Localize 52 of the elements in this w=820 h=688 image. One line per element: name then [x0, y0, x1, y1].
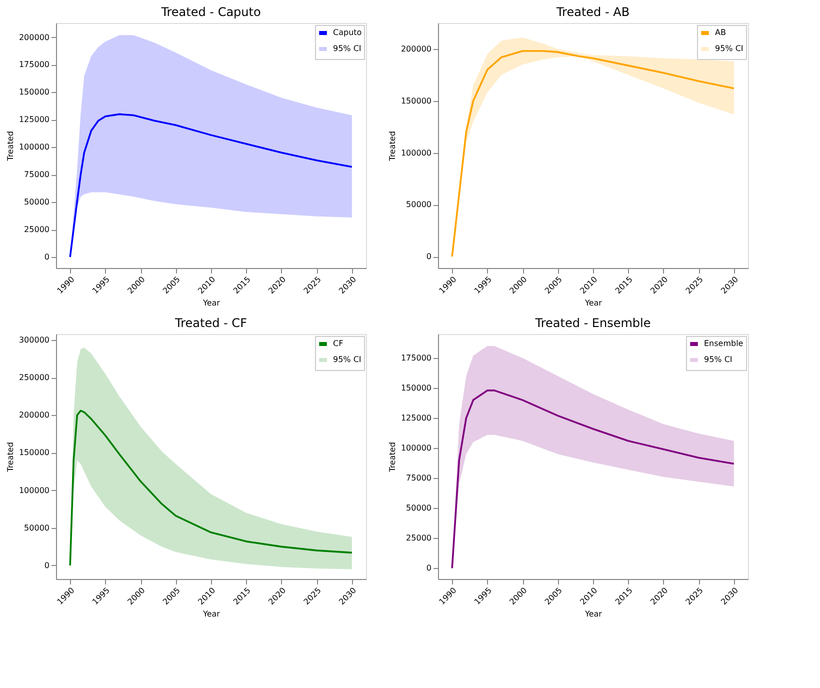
chart-title: Treated - AB — [555, 5, 630, 19]
y-tick-label: 0 — [426, 564, 432, 573]
y-tick-label: 75000 — [24, 170, 50, 180]
chart-title: Treated - CF — [174, 316, 248, 330]
x-axis-title: Year — [202, 610, 221, 619]
y-tick-label: 100000 — [18, 142, 50, 152]
annotation: 95% CI — [715, 44, 744, 53]
y-tick-label: 50000 — [406, 504, 432, 513]
y-tick-label: 50000 — [24, 198, 50, 207]
y-tick-label: 150000 — [18, 88, 50, 97]
line-series — [451, 390, 735, 570]
y-tick-label: 100000 — [400, 148, 432, 158]
y-axis-title: Treated — [388, 131, 397, 162]
legend-label: AB — [715, 28, 726, 37]
chart-title: Treated - Ensemble — [534, 316, 651, 330]
annotation: 95% CI — [704, 355, 732, 364]
legend-label: Ensemble — [704, 339, 744, 348]
annotation: 95% CI — [333, 355, 362, 364]
y-tick-label: 150000 — [400, 384, 432, 393]
y-tick-label: 50000 — [406, 200, 432, 210]
y-tick-label: 175000 — [18, 60, 50, 70]
y-tick-label: 300000 — [18, 336, 50, 345]
y-tick-label: 125000 — [18, 115, 50, 124]
line-series — [69, 113, 353, 258]
y-tick-label: 200000 — [400, 44, 432, 54]
x-axis-title: Year — [584, 298, 603, 308]
y-axis-title: Treated — [388, 442, 397, 473]
y-tick-label: 0 — [44, 560, 50, 570]
y-tick-label: 125000 — [400, 414, 432, 423]
y-tick-label: 200000 — [18, 410, 50, 420]
y-tick-label: 175000 — [400, 354, 432, 363]
annotation: 95% CI — [333, 44, 362, 53]
y-tick-label: 150000 — [400, 96, 432, 106]
line-series — [69, 410, 353, 566]
y-tick-label: 25000 — [24, 225, 50, 234]
y-tick-label: 75000 — [406, 474, 432, 483]
y-tick-label: 100000 — [18, 486, 50, 495]
y-tick-label: 250000 — [18, 373, 50, 382]
legend-label: CF — [333, 339, 344, 348]
x-axis-title: Year — [584, 610, 603, 619]
y-axis-title: Treated — [6, 131, 15, 162]
x-axis-title: Year — [202, 298, 221, 308]
y-tick-label: 150000 — [18, 448, 50, 458]
y-tick-label: 0 — [44, 252, 50, 262]
chart-title: Treated - Caputo — [160, 5, 261, 19]
y-tick-label: 0 — [426, 252, 432, 262]
y-tick-label: 200000 — [18, 32, 50, 42]
y-tick-label: 50000 — [24, 523, 50, 532]
y-tick-label: 25000 — [406, 534, 432, 543]
y-tick-label: 100000 — [400, 444, 432, 453]
legend-label: Caputo — [333, 28, 362, 37]
y-axis-title: Treated — [6, 442, 15, 473]
